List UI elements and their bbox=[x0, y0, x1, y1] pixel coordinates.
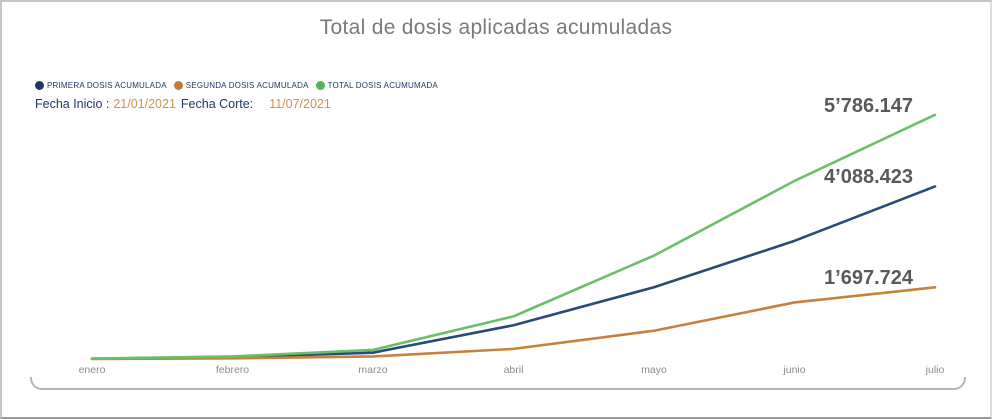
legend: PRIMERA DOSIS ACUMULADA SEGUNDA DOSIS AC… bbox=[35, 81, 438, 90]
fecha-inicio-value: 21/01/2021 bbox=[113, 97, 176, 111]
legend-label: SEGUNDA DOSIS ACUMULADA bbox=[185, 81, 309, 90]
legend-dot-total-icon bbox=[315, 81, 325, 90]
legend-item-segunda-dosis[interactable]: SEGUNDA DOSIS ACUMULADA bbox=[173, 81, 309, 90]
series-line-total bbox=[90, 113, 937, 360]
fecha-corte-label: Fecha Corte: bbox=[180, 97, 254, 111]
series-line-primera bbox=[90, 185, 937, 360]
legend-item-primera-dosis[interactable]: PRIMERA DOSIS ACUMULADA bbox=[35, 81, 167, 90]
legend-dot-segunda-icon bbox=[173, 81, 183, 90]
fecha-corte-value: 11/07/2021 bbox=[269, 97, 331, 111]
legend-label: TOTAL DOSIS ACUMUMADA bbox=[327, 81, 438, 90]
legend-dot-primera-icon bbox=[35, 81, 44, 90]
legend-label: PRIMERA DOSIS ACUMULADA bbox=[47, 81, 167, 90]
date-info: Fecha Inicio :21/01/2021 Fecha Corte: 11/0… bbox=[35, 97, 331, 111]
fecha-inicio-label: Fecha Inicio : bbox=[35, 97, 110, 111]
legend-item-total-dosis[interactable]: TOTAL DOSIS ACUMUMADA bbox=[315, 81, 438, 90]
series-line-segunda bbox=[90, 286, 937, 361]
page-title: Total de dosis aplicadas acumuladas bbox=[319, 16, 673, 39]
panel-bottom-border bbox=[30, 377, 966, 390]
